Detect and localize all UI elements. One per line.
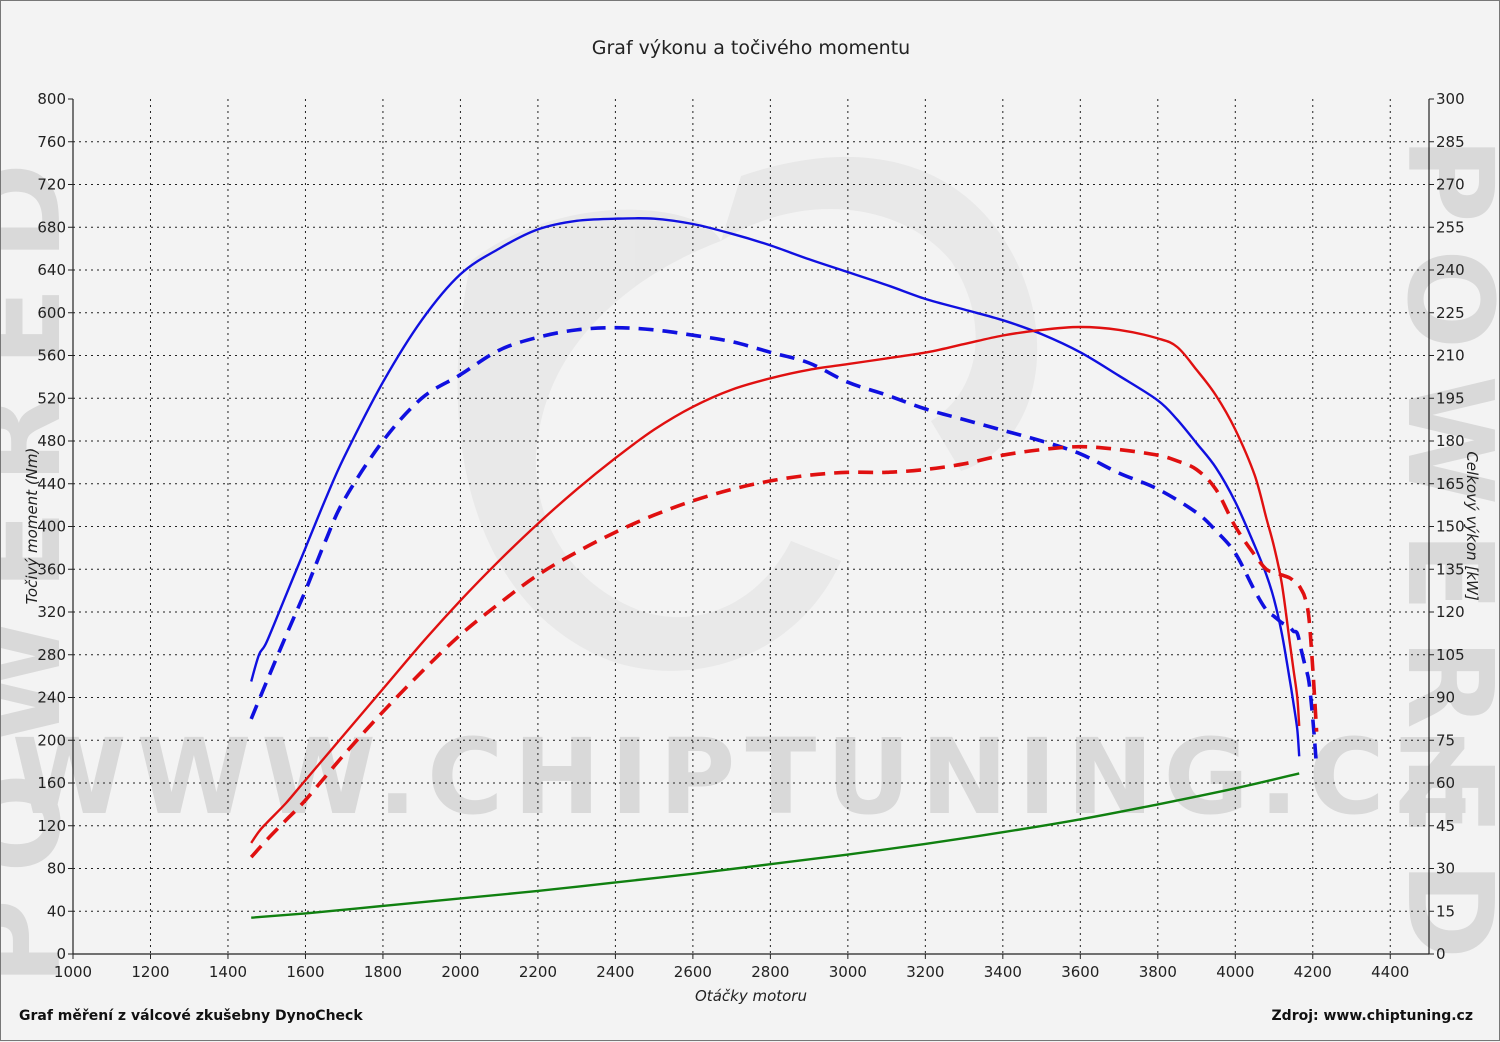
y-left-tick-label: 160	[37, 774, 66, 792]
y-left-tick-label: 200	[37, 731, 66, 749]
watermark-url: WWW.CHIPTUNING.CZ	[12, 716, 1480, 838]
grid	[73, 99, 1429, 954]
y-left-tick-label: 600	[37, 304, 66, 322]
y-left-tick-label: 440	[37, 475, 66, 493]
y-left-tick-labels: 0 40 80 120 160 200 240 280 320 360 400 440 480 520 56…	[37, 90, 66, 963]
x-tick-label: 3800	[1139, 963, 1177, 981]
y-left-tick-label: 680	[37, 218, 66, 236]
x-tick-label: 3600	[1061, 963, 1099, 981]
y-left-tick-label: 320	[37, 603, 66, 621]
y-left-tick-label: 720	[37, 176, 66, 194]
x-tick-label: 4200	[1294, 963, 1332, 981]
footer-left: Graf měření z válcové zkušebny DynoCheck	[19, 1008, 363, 1024]
y-left-tick-label: 640	[37, 261, 66, 279]
y-right-tick-label: 45	[1436, 817, 1455, 835]
y-left-tick-label: 0	[56, 945, 66, 963]
x-tick-label: 1200	[131, 963, 169, 981]
y-left-tick-label: 40	[47, 902, 66, 920]
y-right-tick-label: 240	[1436, 261, 1465, 279]
y-left-tick-label: 480	[37, 432, 66, 450]
y-right-tick-label: 30	[1436, 860, 1455, 878]
x-tick-label: 2800	[751, 963, 789, 981]
chart-title: Graf výkonu a točivého momentu	[592, 37, 910, 59]
watermark-logo	[457, 156, 1038, 671]
y-right-tick-label: 165	[1436, 475, 1465, 493]
series-torque-tuned	[250, 216, 1301, 757]
x-tick-label: 2200	[519, 963, 557, 981]
y-left-tick-label: 360	[37, 560, 66, 578]
series-power-stock	[249, 444, 1319, 859]
y-left-tick-label: 760	[37, 133, 66, 151]
y-right-tick-label: 195	[1436, 389, 1465, 407]
x-axis-label: Otáčky motoru	[695, 987, 807, 1005]
y-right-tick-label: 60	[1436, 774, 1455, 792]
y-left-axis-label: Točivý moment (Nm)	[23, 448, 41, 605]
y-left-tick-label: 800	[37, 90, 66, 108]
series-wheel-loss	[251, 772, 1300, 919]
series-power-tuned	[250, 325, 1301, 844]
y-right-tick-labels: 0 15 30 45 60 75 90 105 120 135 150 165 180 195 210 225…	[1436, 90, 1465, 963]
footer-right: Zdroj: www.chiptuning.cz	[1272, 1008, 1473, 1024]
x-tick-label: 4000	[1216, 963, 1254, 981]
x-tick-label: 1400	[209, 963, 247, 981]
y-right-tick-label: 105	[1436, 646, 1465, 664]
x-tick-label: 1800	[364, 963, 402, 981]
x-tick-label: 1000	[54, 963, 92, 981]
y-right-tick-label: 180	[1436, 432, 1465, 450]
y-left-tick-label: 120	[37, 817, 66, 835]
y-right-tick-label: 255	[1436, 218, 1465, 236]
y-right-tick-label: 120	[1436, 603, 1465, 621]
watermark: WWW.CHIPTUNING.CZ POWERED POWERED	[1, 137, 1500, 986]
y-right-tick-label: 135	[1436, 560, 1465, 578]
y-right-tick-label: 15	[1436, 902, 1455, 920]
x-tick-labels: 1000 1200 1400 1600 1800 2000 2200 2400 2600 2800…	[54, 963, 1409, 981]
x-tick-label: 3400	[984, 963, 1022, 981]
y-right-tick-label: 75	[1436, 731, 1455, 749]
y-right-tick-label: 210	[1436, 347, 1465, 365]
y-left-tick-label: 520	[37, 389, 66, 407]
y-right-tick-label: 285	[1436, 133, 1465, 151]
axes	[68, 98, 1434, 959]
x-tick-label: 1600	[286, 963, 324, 981]
y-left-tick-label: 80	[47, 860, 66, 878]
y-left-tick-label: 560	[37, 347, 66, 365]
x-tick-label: 2400	[596, 963, 634, 981]
y-right-tick-label: 270	[1436, 176, 1465, 194]
y-right-tick-label: 90	[1436, 689, 1455, 707]
x-tick-label: 2600	[674, 963, 712, 981]
x-tick-label: 2000	[441, 963, 479, 981]
x-tick-label: 4400	[1371, 963, 1409, 981]
y-right-axis-label: Celkový výkon [kW]	[1463, 451, 1481, 601]
y-left-tick-label: 240	[37, 689, 66, 707]
series-group	[249, 216, 1319, 919]
watermark-side-right: POWERED	[1381, 137, 1500, 986]
y-right-tick-label: 225	[1436, 304, 1465, 322]
x-tick-label: 3000	[829, 963, 867, 981]
y-right-tick-label: 0	[1436, 945, 1446, 963]
y-left-tick-label: 280	[37, 646, 66, 664]
series-torque-stock	[249, 325, 1319, 768]
y-right-tick-label: 150	[1436, 518, 1465, 536]
x-tick-label: 3200	[906, 963, 944, 981]
y-right-tick-label: 300	[1436, 90, 1465, 108]
y-left-tick-label: 400	[37, 518, 66, 536]
